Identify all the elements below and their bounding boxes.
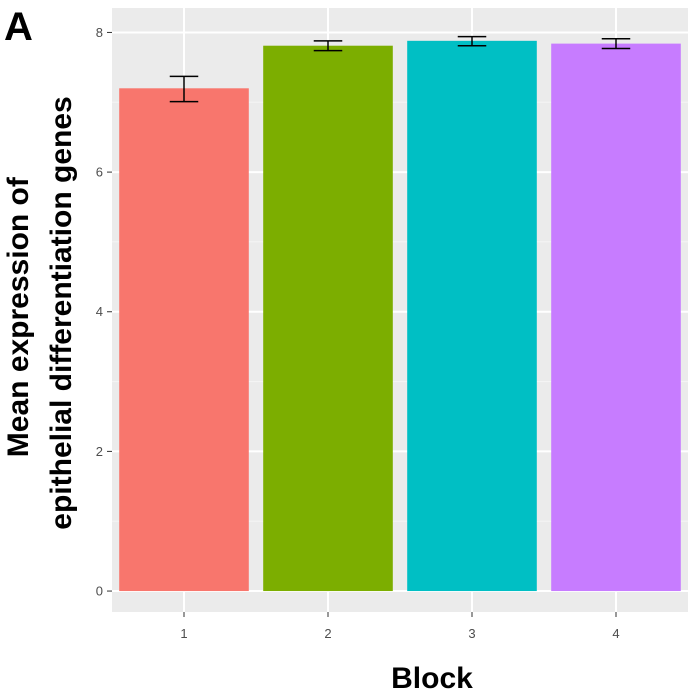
x-tick-label: 4 (612, 626, 619, 641)
error-bar-block-3 (457, 35, 487, 47)
x-tick-label: 1 (180, 626, 187, 641)
bar-block-4 (551, 43, 681, 592)
y-tick-label: 8 (96, 25, 103, 40)
svg-text:Mean expression of epith: Mean expression of epithelial differenti… (2, 96, 78, 529)
y-tick-label: 2 (96, 444, 103, 459)
y-tick-label: 0 (96, 584, 103, 599)
bar-block-3 (407, 40, 537, 592)
bars (119, 40, 681, 592)
bar-block-1 (119, 88, 249, 592)
error-bar-block-1 (169, 75, 199, 103)
error-bars (169, 35, 631, 103)
y-axis-title-line-2: epithelial differentiation genes (45, 96, 78, 529)
error-bar-block-4 (601, 37, 631, 50)
y-axis-title: Mean expression of epithelial differenti… (2, 96, 78, 529)
x-tick-label: 3 (468, 626, 475, 641)
bar-block-2 (263, 45, 393, 592)
error-bar-block-2 (313, 40, 343, 52)
x-tick-label: 2 (324, 626, 331, 641)
y-axis: 0 2 4 6 8 (96, 25, 112, 599)
x-axis: 1 2 3 4 (180, 612, 620, 641)
y-axis-title-line-1: Mean expression of (2, 176, 35, 457)
y-tick-label: 6 (96, 165, 103, 180)
x-axis-title: Block (391, 662, 473, 695)
panel-letter: A (4, 5, 33, 49)
y-tick-label: 4 (96, 304, 103, 319)
